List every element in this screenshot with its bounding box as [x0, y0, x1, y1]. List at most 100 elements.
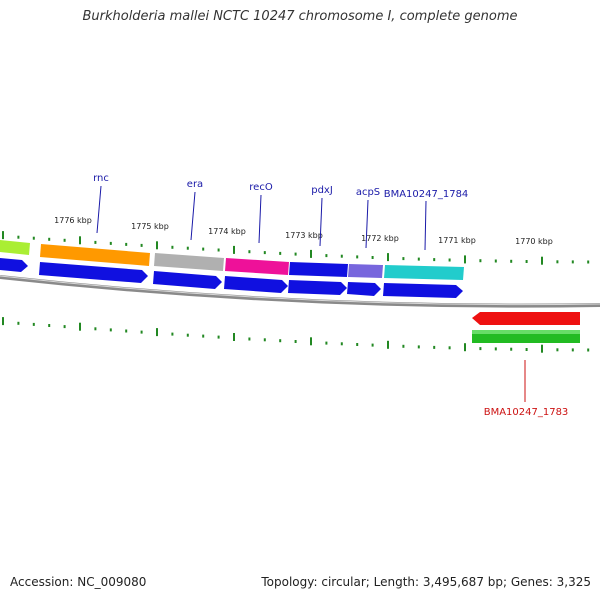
minor-tick [248, 250, 251, 254]
leader-line-acps [365, 199, 369, 249]
gene-label-rnc: rnc [93, 173, 109, 184]
feature-bar-partial [0, 240, 30, 255]
major-tick [156, 328, 158, 337]
chromosome-backbone-highlight [0, 275, 600, 306]
minor-tick [525, 260, 528, 263]
minor-tick [340, 254, 343, 258]
minor-tick [125, 329, 128, 333]
minor-tick [417, 257, 420, 261]
feature-bar-pdxj [289, 262, 348, 277]
feature-bar-era [154, 253, 224, 271]
minor-tick [571, 348, 574, 352]
minor-tick [510, 259, 513, 263]
leader-line-bma1784 [424, 200, 427, 251]
feature-bar-acps [348, 264, 383, 278]
reverse-features [472, 312, 580, 343]
cds-arrows [0, 258, 463, 298]
cds-arrow-pdxj [288, 280, 347, 295]
minor-tick [171, 245, 174, 249]
minor-tick [325, 254, 328, 258]
minor-tick [279, 251, 282, 255]
minor-tick [17, 321, 20, 325]
minor-tick [94, 327, 97, 331]
minor-tick [356, 255, 359, 259]
scale-label: 1774 kbp [208, 227, 246, 236]
minor-tick [433, 258, 436, 262]
minor-tick [525, 348, 528, 351]
minor-tick [171, 332, 174, 336]
minor-tick [448, 258, 451, 262]
minor-tick [448, 346, 451, 350]
minor-tick [63, 238, 66, 242]
minor-tick [294, 252, 297, 256]
scale-label: 1775 kbp [131, 222, 169, 231]
major-tick [387, 253, 389, 262]
minor-tick [109, 328, 112, 332]
minor-tick [587, 260, 590, 264]
minor-tick [587, 348, 590, 352]
minor-tick [433, 345, 436, 349]
minor-tick [48, 324, 51, 327]
major-tick [156, 241, 158, 250]
leader-line-pdxj [319, 197, 323, 247]
scale-label: 1772 kbp [361, 234, 399, 243]
major-tick [79, 236, 81, 245]
major-tick [2, 317, 4, 326]
feature-bar-rnc [40, 244, 150, 266]
major-tick [79, 322, 81, 331]
major-tick [541, 344, 543, 353]
minor-tick [263, 251, 266, 255]
feature-bar-bma1784 [384, 265, 464, 280]
minor-tick [479, 259, 482, 263]
leader-line-era [190, 191, 196, 241]
major-tick [464, 343, 466, 352]
scale-label: 1771 kbp [438, 236, 476, 245]
minor-tick [202, 247, 205, 251]
gene-label-bma1784: BMA10247_1784 [384, 189, 469, 200]
minor-tick [294, 340, 297, 343]
minor-tick [571, 260, 574, 264]
minor-tick [32, 322, 35, 326]
minor-tick [248, 337, 251, 341]
major-tick [310, 337, 312, 346]
major-tick [464, 255, 466, 264]
reverse-tick-row [2, 317, 590, 353]
minor-tick [556, 348, 559, 352]
cds-arrow-acps [347, 282, 381, 296]
minor-tick [63, 325, 66, 329]
cds-arrow-rnc [39, 262, 148, 283]
minor-tick [402, 344, 405, 348]
minor-tick [356, 343, 359, 346]
minor-tick [217, 248, 220, 252]
minor-tick [48, 237, 51, 241]
gene-label-acps: acpS [356, 187, 380, 198]
major-tick [2, 231, 4, 240]
gene-label-reco: recO [249, 182, 273, 193]
scale-label: 1776 kbp [54, 216, 92, 225]
minor-tick [263, 338, 266, 342]
label-leaders [96, 185, 526, 402]
leader-line-reco [258, 194, 262, 244]
major-tick [233, 245, 235, 254]
minor-tick [17, 235, 20, 239]
map-title: Burkholderia mallei NCTC 10247 chromosom… [82, 9, 518, 24]
cds-arrow-reco [224, 276, 288, 293]
major-tick [387, 340, 389, 349]
minor-tick [494, 259, 497, 263]
cds-arrow-partial [0, 258, 28, 272]
major-tick [233, 333, 235, 341]
minor-tick [94, 240, 97, 244]
minor-tick [202, 334, 205, 338]
minor-tick [140, 243, 143, 247]
major-tick [310, 249, 312, 258]
accession-text: Accession: NC_009080 [10, 575, 147, 589]
minor-tick [140, 330, 143, 334]
minor-tick [494, 347, 497, 351]
scale-labels: 1776 kbp 1775 kbp 1774 kbp 1773 kbp 1772… [54, 216, 553, 246]
minor-tick [125, 242, 128, 246]
cds-arrow-bma1784 [383, 283, 463, 298]
minor-tick [371, 256, 374, 259]
chromosome-backbone [0, 275, 600, 308]
minor-tick [417, 345, 420, 349]
